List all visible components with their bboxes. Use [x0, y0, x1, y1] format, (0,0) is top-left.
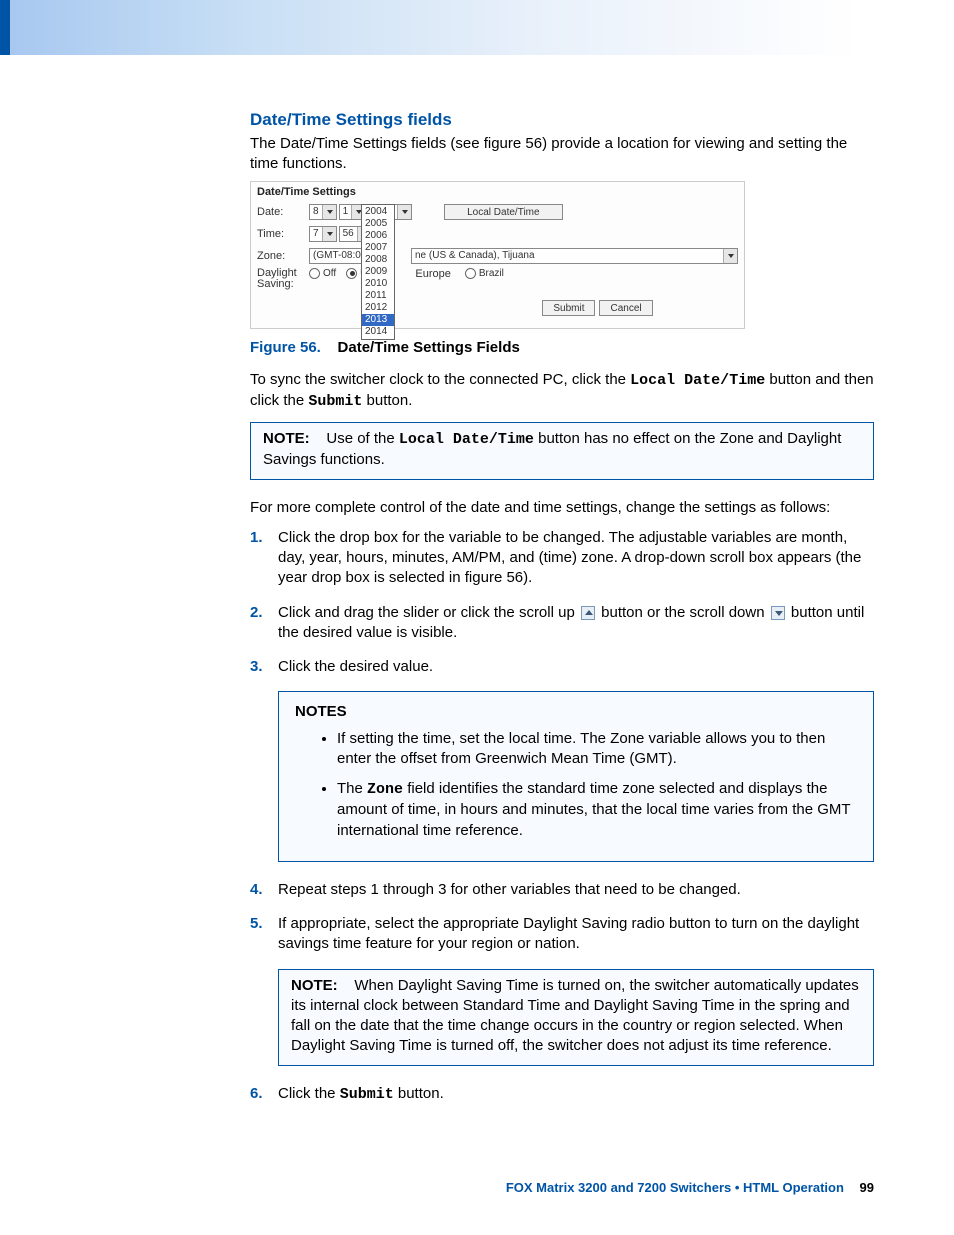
- date-label: Date:: [257, 206, 309, 218]
- cancel-button[interactable]: Cancel: [599, 300, 652, 316]
- steps-list-1: 1.Click the drop box for the variable to…: [250, 528, 874, 678]
- month-select[interactable]: 8: [309, 204, 337, 220]
- note-label: NOTE:: [291, 977, 338, 994]
- page-content: Date/Time Settings fields The Date/Time …: [0, 55, 954, 1235]
- year-option[interactable]: 2014: [362, 326, 394, 338]
- daylight-row: Daylight Saving: Off U Europe Brazil: [257, 268, 738, 290]
- step-4: 4.Repeat steps 1 through 3 for other var…: [250, 880, 874, 900]
- scroll-up-icon: [581, 606, 595, 620]
- daylight-off-radio[interactable]: Off: [309, 268, 336, 279]
- chevron-down-icon: [723, 249, 737, 263]
- scroll-down-icon: [771, 606, 785, 620]
- notes-label: NOTES: [295, 702, 859, 722]
- year-option[interactable]: 2005: [362, 218, 394, 230]
- footer-text: FOX Matrix 3200 and 7200 Switchers • HTM…: [506, 1180, 844, 1195]
- step-6: 6.Click the Submit button.: [250, 1084, 874, 1105]
- steps-list-2: 4.Repeat steps 1 through 3 for other var…: [250, 880, 874, 955]
- daylight-europe-label: Europe: [415, 268, 450, 280]
- note-box-2: NOTE: When Daylight Saving Time is turne…: [278, 969, 874, 1066]
- page-footer: FOX Matrix 3200 and 7200 Switchers • HTM…: [506, 1180, 874, 1195]
- zone-row: Zone: (GMT-08:00) ne (US & Canada), Tiju…: [257, 246, 738, 266]
- year-option[interactable]: 2009: [362, 266, 394, 278]
- local-datetime-button[interactable]: Local Date/Time: [444, 204, 562, 220]
- year-option[interactable]: 2011: [362, 290, 394, 302]
- step-1: 1.Click the drop box for the variable to…: [250, 528, 874, 589]
- step-3: 3.Click the desired value.: [250, 657, 874, 677]
- chevron-down-icon: [322, 227, 336, 241]
- note-box-1: NOTE: Use of the Local Date/Time button …: [250, 422, 874, 480]
- time-label: Time:: [257, 228, 309, 240]
- steps-list-3: 6.Click the Submit button.: [250, 1084, 874, 1105]
- year-option[interactable]: 2013: [362, 314, 394, 326]
- note-label: NOTE:: [263, 430, 310, 447]
- panel-title: Date/Time Settings: [257, 186, 738, 198]
- datetime-settings-panel: Date/Time Settings Date: 8 1 2012 Local …: [250, 181, 745, 329]
- figure-title: Date/Time Settings Fields: [338, 339, 520, 356]
- submit-button[interactable]: Submit: [542, 300, 595, 316]
- submit-row: Submit Cancel: [257, 298, 738, 318]
- notes-bullet-1: If setting the time, set the local time.…: [337, 729, 859, 770]
- year-option[interactable]: 2012: [362, 302, 394, 314]
- step-5: 5.If appropriate, select the appropriate…: [250, 914, 874, 955]
- year-option[interactable]: 2004: [362, 206, 394, 218]
- p2: For more complete control of the date an…: [250, 498, 874, 518]
- section-heading: Date/Time Settings fields: [250, 110, 874, 130]
- page-number: 99: [860, 1180, 874, 1195]
- daylight-brazil-radio[interactable]: Brazil: [465, 268, 504, 279]
- notes-box: NOTES If setting the time, set the local…: [278, 691, 874, 862]
- year-option[interactable]: 2010: [362, 278, 394, 290]
- intro-paragraph: The Date/Time Settings fields (see figur…: [250, 134, 874, 175]
- step-2: 2.Click and drag the slider or click the…: [250, 603, 874, 644]
- page-header-bar: [0, 0, 954, 55]
- chevron-down-icon: [397, 205, 411, 219]
- chevron-down-icon: [322, 205, 336, 219]
- daylight-label: Daylight Saving:: [257, 268, 309, 290]
- zone-desc-select[interactable]: ne (US & Canada), Tijuana: [411, 248, 738, 264]
- year-option[interactable]: 2006: [362, 230, 394, 242]
- sync-paragraph: To sync the switcher clock to the connec…: [250, 370, 874, 413]
- year-option[interactable]: 2007: [362, 242, 394, 254]
- figure-label: Figure 56.: [250, 339, 321, 356]
- year-dropdown-list[interactable]: 2004200520062007200820092010201120122013…: [361, 204, 395, 340]
- time-row: Time: 7 56: [257, 224, 738, 244]
- notes-bullet-2: The Zone field identifies the standard t…: [337, 779, 859, 841]
- date-row: Date: 8 1 2012 Local Date/Time: [257, 202, 738, 222]
- hour-select[interactable]: 7: [309, 226, 337, 242]
- year-option[interactable]: 2008: [362, 254, 394, 266]
- zone-label: Zone:: [257, 250, 309, 262]
- figure-caption: Figure 56. Date/Time Settings Fields: [250, 339, 874, 356]
